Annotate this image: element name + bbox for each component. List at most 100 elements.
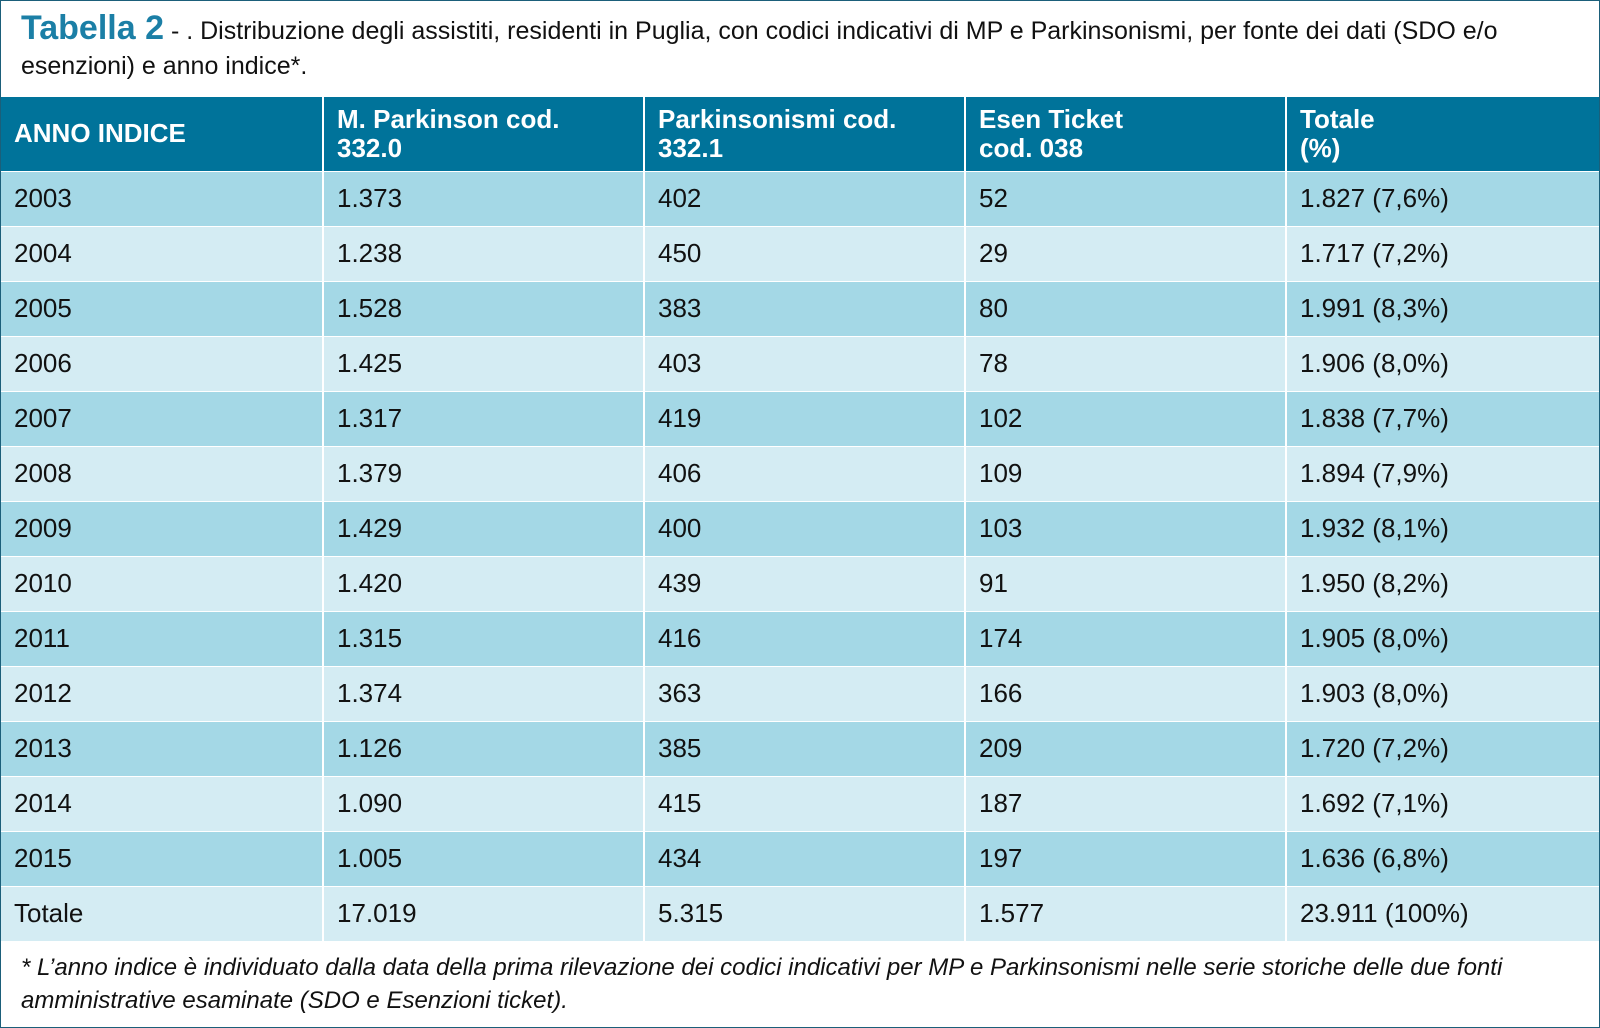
table-row: 2013 1.126 385 209 1.720 (7,2%) [1, 720, 1599, 776]
table-cell: 5.315 [644, 885, 966, 941]
table-cell: 187 [965, 775, 1287, 831]
table-cell: 91 [965, 555, 1287, 611]
table-cell: 174 [965, 610, 1287, 666]
table-cell: 209 [965, 720, 1287, 776]
table-cell: 23.911 (100%) [1286, 885, 1599, 941]
table-cell: 2015 [1, 830, 324, 886]
table-cell: 1.932 (8,1%) [1286, 500, 1599, 556]
table-cell: 29 [965, 225, 1287, 281]
table-cell: 2007 [1, 390, 324, 446]
table-cell: 1.126 [323, 720, 645, 776]
table-cell: 1.315 [323, 610, 645, 666]
table-cell: 1.838 (7,7%) [1286, 390, 1599, 446]
column-header: Totale (%) [1286, 97, 1599, 171]
table-cell: 1.827 (7,6%) [1286, 170, 1599, 226]
table-row: 2003 1.373 402 52 1.827 (7,6%) [1, 170, 1599, 226]
table-row: 2014 1.090 415 187 1.692 (7,1%) [1, 775, 1599, 831]
table-cell: 1.894 (7,9%) [1286, 445, 1599, 501]
column-header-line: (%) [1300, 132, 1341, 163]
table-cell: 1.528 [323, 280, 645, 336]
table-cell: 2012 [1, 665, 324, 721]
table-cell: 1.717 (7,2%) [1286, 225, 1599, 281]
table-cell: 2008 [1, 445, 324, 501]
caption-label: Tabella 2 [21, 9, 164, 47]
table-cell: 406 [644, 445, 966, 501]
table-cell: 450 [644, 225, 966, 281]
data-table-wrapper: ANNO INDICE M. Parkinson cod. 332.0 Parkins… [1, 97, 1599, 941]
table-cell: 400 [644, 500, 966, 556]
table-cell: 1.577 [965, 885, 1287, 941]
data-table: ANNO INDICE M. Parkinson cod. 332.0 Parkins… [1, 97, 1599, 941]
table-cell: 2009 [1, 500, 324, 556]
table-cell: 1.090 [323, 775, 645, 831]
table-cell: 2014 [1, 775, 324, 831]
table-cell: 2003 [1, 170, 324, 226]
table-cell: 1.373 [323, 170, 645, 226]
table-cell: 109 [965, 445, 1287, 501]
table-header-row: ANNO INDICE M. Parkinson cod. 332.0 Parkins… [1, 97, 1599, 171]
table-cell: 2005 [1, 280, 324, 336]
table-row: 2005 1.528 383 80 1.991 (8,3%) [1, 280, 1599, 336]
table-cell: 402 [644, 170, 966, 226]
table-cell: 1.906 (8,0%) [1286, 335, 1599, 391]
table-cell: 1.991 (8,3%) [1286, 280, 1599, 336]
table-cell: 1.720 (7,2%) [1286, 720, 1599, 776]
column-header: Parkinsonismi cod. 332.1 [644, 97, 966, 171]
table-cell: 1.692 (7,1%) [1286, 775, 1599, 831]
table-cell: 415 [644, 775, 966, 831]
table-row: 2015 1.005 434 197 1.636 (6,8%) [1, 830, 1599, 886]
table-cell: 1.636 (6,8%) [1286, 830, 1599, 886]
column-header-line: M. Parkinson cod. [337, 103, 560, 134]
table-row: 2009 1.429 400 103 1.932 (8,1%) [1, 500, 1599, 556]
table-caption: Tabella 2 - . Distribuzione degli assist… [21, 11, 1581, 84]
table-cell: 385 [644, 720, 966, 776]
table-cell: 363 [644, 665, 966, 721]
table-row: 2012 1.374 363 166 1.903 (8,0%) [1, 665, 1599, 721]
table-cell: 1.429 [323, 500, 645, 556]
table-cell: 103 [965, 500, 1287, 556]
column-header-line: Esen Ticket [979, 103, 1124, 134]
table-row: 2004 1.238 450 29 1.717 (7,2%) [1, 225, 1599, 281]
column-header: Esen Ticket cod. 038 [965, 97, 1287, 171]
table-cell: 403 [644, 335, 966, 391]
column-header-line: cod. 038 [979, 132, 1084, 163]
table-cell: 1.005 [323, 830, 645, 886]
table-cell: 17.019 [323, 885, 645, 941]
table-cell: 419 [644, 390, 966, 446]
table-total-row: Totale 17.019 5.315 1.577 23.911 (100%) [1, 885, 1599, 941]
column-header-line: Parkinsonismi cod. [658, 103, 897, 134]
table-cell: 2011 [1, 610, 324, 666]
table-cell: 52 [965, 170, 1287, 226]
table-row: 2011 1.315 416 174 1.905 (8,0%) [1, 610, 1599, 666]
table-cell: 2004 [1, 225, 324, 281]
table-cell: 1.905 (8,0%) [1286, 610, 1599, 666]
table-body: 2003 1.373 402 52 1.827 (7,6%) 2004 1.238 450 29… [1, 170, 1599, 941]
table-cell: 1.238 [323, 225, 645, 281]
table-cell: 434 [644, 830, 966, 886]
table-cell: 2013 [1, 720, 324, 776]
column-header: M. Parkinson cod. 332.0 [323, 97, 645, 171]
table-cell: 1.903 (8,0%) [1286, 665, 1599, 721]
table-cell: 1.420 [323, 555, 645, 611]
table-footnote: * L’anno indice è individuato dalla data… [21, 954, 1503, 1014]
table-cell: 1.374 [323, 665, 645, 721]
table-cell: 197 [965, 830, 1287, 886]
table-cell: 416 [644, 610, 966, 666]
table-cell: 439 [644, 555, 966, 611]
table-cell: 166 [965, 665, 1287, 721]
caption-text: - . Distribuzione degli assistiti, resid… [21, 17, 1498, 80]
column-header-line: 332.1 [658, 132, 724, 163]
table-cell: 1.950 (8,2%) [1286, 555, 1599, 611]
table-row: 2006 1.425 403 78 1.906 (8,0%) [1, 335, 1599, 391]
table-cell: 1.425 [323, 335, 645, 391]
column-header-line: 332.0 [337, 132, 403, 163]
table-cell: 2010 [1, 555, 324, 611]
table-cell: 1.379 [323, 445, 645, 501]
column-header-line: ANNO INDICE [14, 118, 186, 149]
table-row: 2010 1.420 439 91 1.950 (8,2%) [1, 555, 1599, 611]
table-cell: 2006 [1, 335, 324, 391]
table-cell: Totale [1, 885, 324, 941]
table-row: 2008 1.379 406 109 1.894 (7,9%) [1, 445, 1599, 501]
column-header: ANNO INDICE [1, 97, 324, 171]
